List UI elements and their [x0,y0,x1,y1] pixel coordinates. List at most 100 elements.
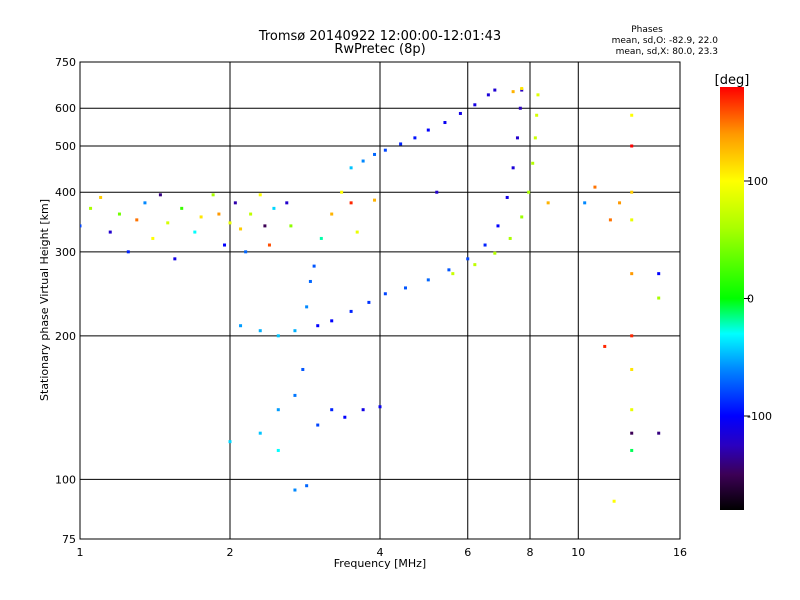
data-point [458,111,462,115]
data-point [244,250,248,254]
data-point [527,190,531,194]
data-point [99,195,103,199]
data-point [593,185,597,189]
data-point [630,144,634,148]
data-point [217,212,221,216]
data-point [496,224,500,228]
data-point [531,161,535,165]
data-point [343,415,347,419]
data-point [276,408,280,412]
data-point [520,86,524,90]
data-point [312,264,316,268]
data-point [258,329,262,333]
data-point [505,195,509,199]
data-point [361,159,365,163]
data-point [89,206,93,210]
y-tick-label: 300 [55,246,76,259]
data-point [630,431,634,435]
data-point [367,300,371,304]
data-point [293,329,297,333]
data-point [258,431,262,435]
data-point [413,136,417,140]
data-point [378,405,382,409]
data-point [383,292,387,296]
data-points [80,86,661,503]
data-point [330,408,334,412]
data-point [316,324,320,328]
data-point [228,440,232,444]
data-point [515,136,519,140]
data-point [603,344,607,348]
chart-title: Tromsø 20140922 12:00:00-12:01:43 [258,29,501,44]
colorbar-tick-label: -100 [747,410,772,423]
data-point [630,190,634,194]
data-point [466,257,470,261]
data-point [285,201,289,205]
colorbar-tick-label: 0 [747,293,754,306]
data-point [143,201,147,205]
axis-ticks: 1 2 4 6 8 10 16 75 100 200 300 400 500 600 750 [55,56,687,559]
data-point [630,272,634,276]
data-point [473,263,477,267]
data-point [173,257,177,261]
phases-heading: Phases [631,25,663,35]
data-point [520,88,524,92]
colorbar: [deg] 100 0 -100 [715,73,772,510]
data-point [520,215,524,219]
data-point [249,212,253,216]
data-point [126,250,130,254]
data-point [193,230,197,234]
data-point [657,296,661,300]
y-tick-label: 200 [55,330,76,343]
data-point [608,218,612,222]
data-point [583,201,587,205]
data-point [233,201,237,205]
data-point [630,367,634,371]
data-point [272,206,276,210]
phases-o-line: mean, sd,O: -82.9, 22.0 [612,36,719,46]
data-point [536,93,540,97]
data-point [117,212,121,216]
data-point [657,272,661,276]
y-axis-label: Stationary phase Virtual Height [km] [38,199,51,401]
data-point [426,128,430,132]
data-point [239,227,243,231]
data-point [211,193,215,197]
y-tick-label: 100 [55,473,76,486]
data-point [511,166,515,170]
data-point [355,230,359,234]
data-point [258,193,262,197]
data-point [483,243,487,247]
x-tick-label: 10 [571,546,585,559]
data-point [80,224,82,228]
data-point [108,230,112,234]
data-point [316,423,320,427]
data-point [293,488,297,492]
data-point [546,201,550,205]
y-tick-label: 500 [55,140,76,153]
data-point [305,305,309,309]
y-tick-label: 75 [62,533,76,546]
data-point [443,121,447,125]
data-point [158,193,162,197]
x-tick-label: 8 [527,546,534,559]
x-tick-label: 2 [227,546,234,559]
data-point [630,113,634,117]
data-point [657,431,661,435]
colorbar-gradient [720,87,744,510]
data-point [435,190,439,194]
data-point [612,499,616,503]
data-point [535,113,539,117]
data-point [166,221,170,225]
data-point [630,218,634,222]
y-tick-label: 400 [55,186,76,199]
grid [80,62,680,539]
data-point [293,393,297,397]
chart-subtitle: RwPretec (8p) [334,42,425,57]
data-point [518,106,522,110]
x-tick-label: 6 [464,546,471,559]
data-point [135,218,139,222]
data-point [223,243,227,247]
data-point [486,93,490,97]
